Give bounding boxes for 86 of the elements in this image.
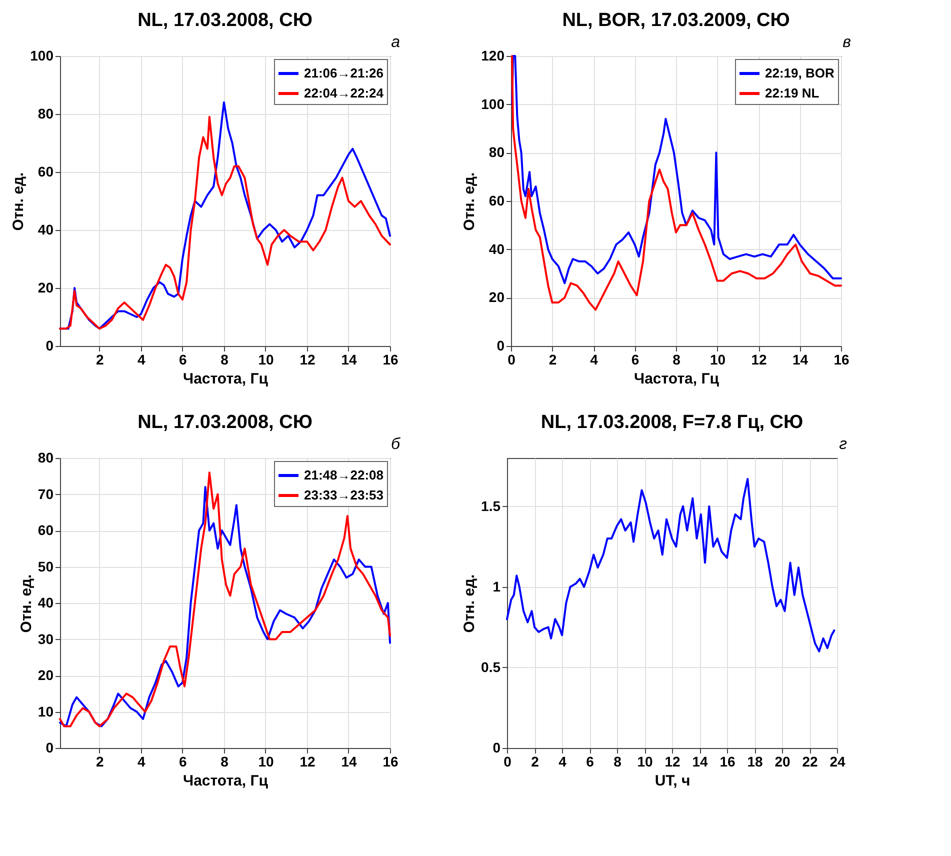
x-tick-label: 12 [300,352,316,368]
x-tick-label: 16 [382,352,398,368]
x-tick-label: 2 [548,352,557,368]
x-tick-label: 14 [692,754,708,770]
x-tick-label: 6 [586,754,594,770]
y-tick-label: 60 [38,164,54,180]
x-tick-label: 2 [96,754,104,770]
y-tick-label: 40 [488,240,505,257]
x-tick-label: 14 [341,352,357,368]
x-tick-label: 0 [508,352,516,368]
legend-label: 22:19, BOR [765,66,835,80]
y-tick-label: 60 [488,192,505,208]
x-tick-label: 4 [590,352,598,368]
y-tick-label: 40 [38,222,54,238]
x-tick-label: 14 [341,754,357,770]
y-tick-label: 20 [38,667,54,683]
chart-title: NL, 17.03.2008, СЮ [138,412,312,433]
x-tick-label: 8 [220,352,229,368]
y-axis-title: Отн. ед. [10,172,28,231]
y-tick-label: 100 [30,48,54,64]
y-tick-label: 1 [492,578,501,594]
y-axis-title: Отн. ед. [461,574,478,633]
y-tick-label: 20 [38,280,54,296]
x-tick-label: 16 [382,754,398,770]
chart-title: NL, 17.03.2008, СЮ [138,10,312,31]
y-tick-label: 20 [488,289,505,306]
line-series [506,478,836,652]
x-axis-title: Частота, Гц [183,772,269,790]
y-tick-label: 70 [38,486,54,502]
y-tick-label: 40 [38,594,54,610]
text: б [391,436,401,453]
legend-label: 21:48→22:08 [304,468,384,482]
text: г [839,436,848,453]
y-tick-label: 0 [496,338,505,354]
y-tick-label: 1.5 [481,498,501,514]
y-tick-label: 80 [38,450,54,466]
y-tick-label: 80 [488,144,505,160]
legend-label: 22:04→22:24 [304,86,384,100]
x-tick-label: 12 [300,754,316,770]
chart-title: NL, 17.03.2008, F=7.8 Гц, СЮ [540,412,804,433]
x-tick-label: 4 [138,352,146,368]
x-tick-label: 10 [637,754,653,770]
legend-label: 23:33→23:53 [304,488,384,502]
x-tick-label: 16 [720,754,736,770]
legend-label: 21:06→21:26 [304,66,384,80]
x-axis-title: Частота, Гц [183,370,269,388]
x-tick-label: 20 [774,754,790,770]
y-tick-label: 10 [38,703,54,720]
x-tick-label: 6 [179,754,188,770]
y-axis-title: Отн. ед. [461,172,478,231]
y-tick-label: 60 [38,522,54,538]
x-tick-label: 10 [710,352,726,368]
x-tick-label: 4 [558,754,567,770]
x-tick-label: 6 [179,352,188,368]
x-tick-label: 6 [631,352,640,368]
y-tick-label: 0 [46,740,54,756]
x-tick-label: 10 [258,352,274,368]
x-tick-label: 12 [751,352,767,368]
y-axis-title: Отн. ед. [18,574,35,633]
x-tick-label: 8 [672,352,681,368]
x-tick-label: 8 [614,754,622,770]
x-tick-label: 10 [258,754,274,770]
x-tick-label: 2 [96,352,104,368]
text: в [842,34,851,51]
x-tick-label: 22 [802,754,818,770]
x-tick-label: 14 [792,352,808,368]
text: а [391,34,400,51]
y-tick-label: 0.5 [481,658,501,675]
x-tick-label: 2 [531,754,540,770]
legend-label: 22:19 NL [765,86,820,100]
y-tick-label: 0 [492,740,501,756]
y-tick-label: 80 [38,106,54,122]
x-axis-title: UT, ч [654,772,690,790]
x-tick-label: 24 [830,754,846,770]
x-tick-label: 18 [747,754,763,770]
y-tick-label: 100 [481,96,505,112]
y-tick-label: 30 [38,630,54,647]
y-tick-label: 0 [46,338,54,354]
x-axis-title: Частота, Гц [634,370,720,388]
x-tick-label: 8 [220,754,229,770]
y-tick-label: 50 [38,558,54,574]
x-tick-label: 4 [138,754,146,770]
y-tick-label: 120 [481,48,505,64]
chart-title: NL, BOR, 17.03.2009, СЮ [562,10,790,31]
x-tick-label: 12 [664,754,680,770]
x-tick-label: 16 [834,352,850,368]
